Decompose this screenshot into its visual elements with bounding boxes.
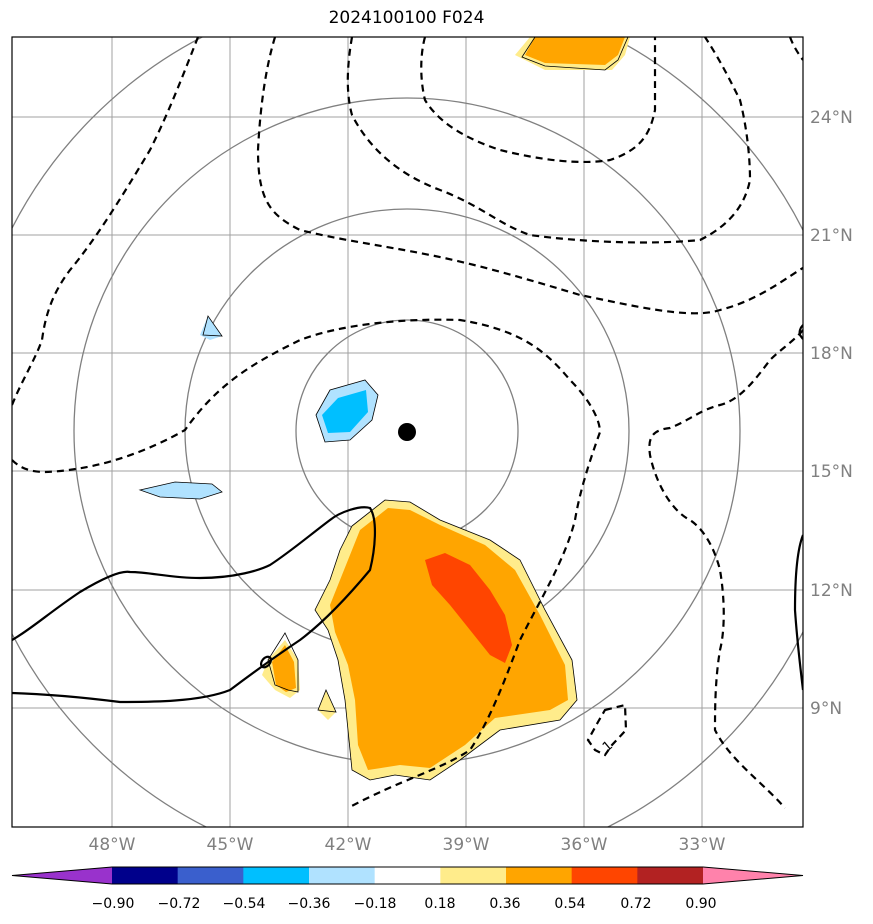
lon-label: 48°W xyxy=(89,835,136,855)
lon-label: 36°W xyxy=(561,835,608,855)
colorbar-swatch xyxy=(374,867,441,884)
colorbar-tick-label: 0.18 xyxy=(424,896,455,912)
colorbar-swatch xyxy=(637,867,704,884)
contour-label: 1 xyxy=(600,738,616,755)
colorbar-tick-label: −0.36 xyxy=(288,896,331,912)
lat-label: 24°N xyxy=(810,108,853,128)
positive-anomaly-field xyxy=(262,37,630,781)
colorbar-tick-label: −0.54 xyxy=(223,896,266,912)
colorbar-tick-label: −0.90 xyxy=(92,896,135,912)
map-title: 2024100100 F024 xyxy=(328,8,485,28)
latitude-labels: 24°N 21°N 18°N 15°N 12°N 9°N xyxy=(810,108,853,719)
colorbar-swatch xyxy=(243,867,310,884)
colorbar-tick-label: 0.36 xyxy=(489,896,520,912)
colorbar-swatch xyxy=(571,867,638,884)
negative-anomaly-field xyxy=(138,315,379,500)
colorbar-swatch xyxy=(703,867,803,884)
lon-label: 39°W xyxy=(443,835,490,855)
colorbar-swatch xyxy=(309,867,376,884)
colorbar-swatch xyxy=(12,867,112,884)
colorbar-tick-label: −0.72 xyxy=(158,896,201,912)
colorbar-swatch xyxy=(112,867,179,884)
lon-label: 45°W xyxy=(207,835,254,855)
colorbar-swatch xyxy=(506,867,573,884)
colorbar-swatch xyxy=(177,867,244,884)
storm-center-marker xyxy=(398,423,416,441)
lon-label: 42°W xyxy=(325,835,372,855)
lat-label: 9°N xyxy=(810,699,842,719)
colorbar-tick-label: 0.90 xyxy=(685,896,716,912)
lon-label: 33°W xyxy=(679,835,726,855)
longitude-labels: 48°W 45°W 42°W 39°W 36°W 33°W xyxy=(89,835,726,855)
lat-label: 18°N xyxy=(810,344,853,364)
map-frame xyxy=(11,36,804,828)
lat-label: 15°N xyxy=(810,462,853,482)
dashed-contours xyxy=(12,37,803,809)
colorbar-tick-label: −0.18 xyxy=(354,896,397,912)
colorbar: −0.90 −0.72 −0.54 −0.36 −0.18 0.18 0.36 … xyxy=(11,866,804,912)
lat-label: 12°N xyxy=(810,581,853,601)
map-area: 1 xyxy=(12,37,803,827)
colorbar-tick-label: 0.54 xyxy=(554,896,585,912)
colorbar-swatch xyxy=(440,867,507,884)
colorbar-tick-label: 0.72 xyxy=(620,896,651,912)
lat-label: 21°N xyxy=(810,226,853,246)
colorbar-outline xyxy=(11,866,804,885)
colorbar-tick-labels: −0.90 −0.72 −0.54 −0.36 −0.18 0.18 0.36 … xyxy=(92,896,717,912)
solid-contours xyxy=(12,324,803,704)
colorbar-swatches xyxy=(11,866,804,885)
